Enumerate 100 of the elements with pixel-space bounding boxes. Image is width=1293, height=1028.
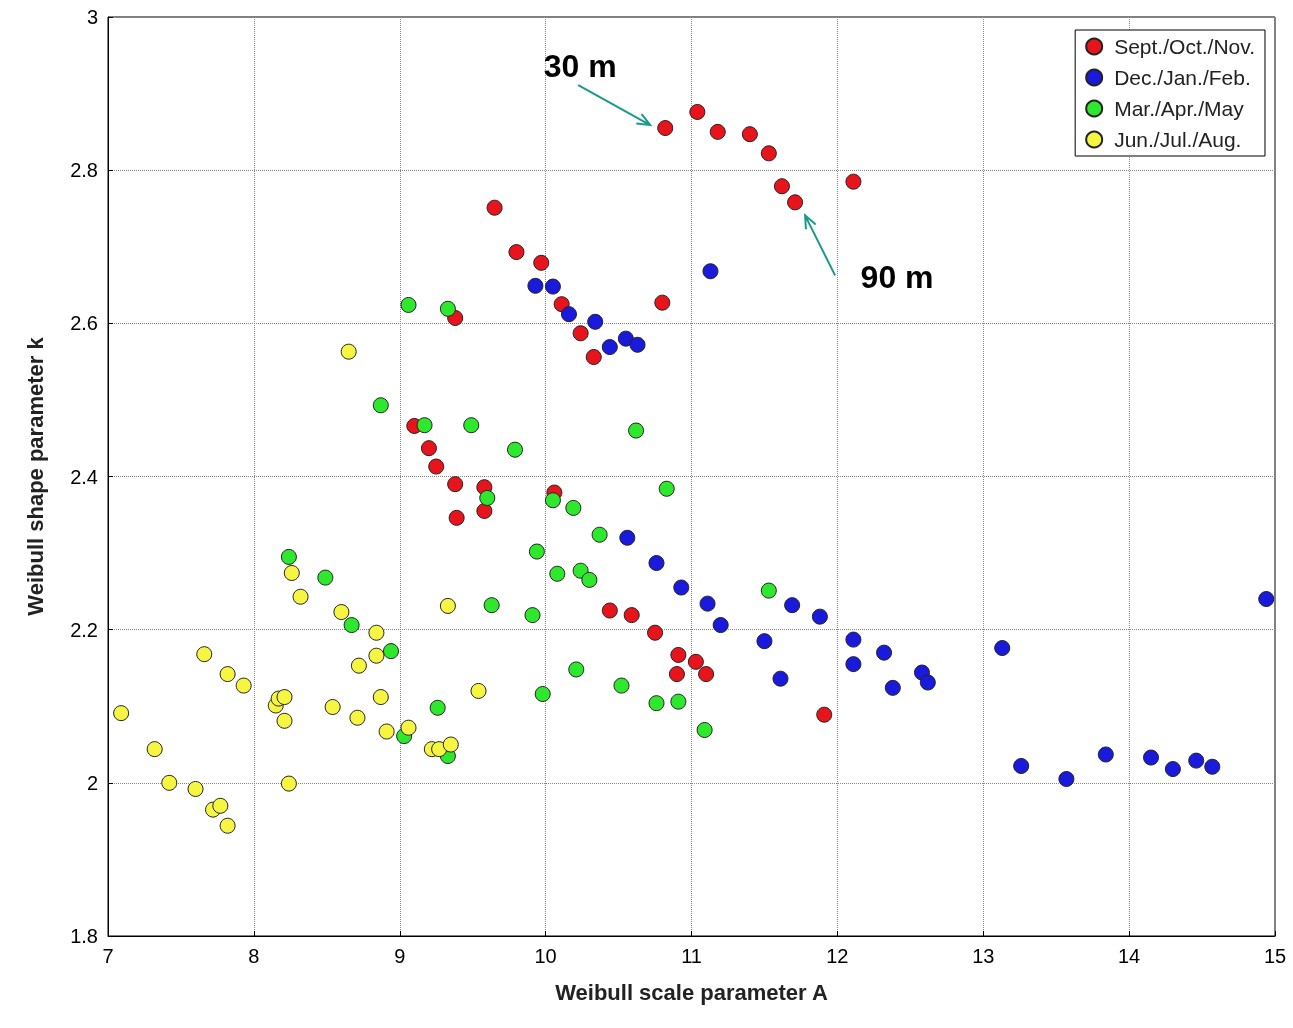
- point: [544, 492, 561, 509]
- point: [476, 502, 493, 519]
- point: [1058, 771, 1075, 787]
- point: [845, 173, 862, 190]
- point: [340, 343, 357, 360]
- point: [544, 278, 561, 295]
- y-tick-label: 2.2: [70, 618, 98, 641]
- point: [572, 562, 589, 579]
- x-tick-label: 8: [248, 945, 260, 967]
- point: [673, 579, 690, 596]
- point: [811, 608, 828, 625]
- point: [658, 480, 675, 497]
- point: [528, 543, 545, 560]
- point: [773, 178, 790, 195]
- point: [696, 721, 713, 738]
- point: [668, 666, 685, 683]
- point: [876, 644, 893, 661]
- point: [187, 780, 204, 797]
- point: [772, 670, 789, 687]
- point: [343, 617, 360, 634]
- point: [507, 441, 523, 458]
- point: [212, 797, 229, 814]
- point: [448, 509, 465, 526]
- x-tick-label: 9: [394, 945, 406, 967]
- x-tick-label: 11: [681, 945, 702, 967]
- point: [654, 294, 671, 311]
- point: [283, 565, 300, 581]
- point: [400, 719, 417, 736]
- point: [219, 817, 236, 834]
- point: [368, 624, 385, 641]
- point: [280, 548, 297, 565]
- point: [372, 689, 389, 706]
- point: [439, 597, 456, 614]
- point: [368, 647, 385, 664]
- point: [565, 499, 582, 516]
- point: [657, 120, 674, 137]
- point: [439, 300, 456, 317]
- legend-label: Dec./Jan./Feb.: [1114, 66, 1251, 89]
- point: [572, 325, 589, 342]
- point: [524, 607, 541, 624]
- point: [429, 699, 446, 716]
- point: [702, 263, 719, 280]
- x-tick-label: 13: [972, 945, 995, 967]
- point: [698, 666, 715, 683]
- x-tick-label: 14: [1118, 945, 1141, 967]
- legend-label: Mar./Apr./May: [1114, 97, 1245, 120]
- y-tick-label: 3: [86, 6, 98, 28]
- point: [400, 296, 417, 313]
- y-tick-label: 2.4: [70, 465, 98, 488]
- point: [585, 349, 602, 366]
- point: [689, 103, 706, 120]
- point: [1143, 749, 1160, 766]
- point: [161, 774, 178, 791]
- y-tick-label: 2: [86, 771, 98, 794]
- point: [619, 529, 636, 546]
- point: [601, 339, 618, 356]
- point: [349, 709, 366, 726]
- y-tick-label: 2.6: [70, 312, 98, 335]
- x-axis-title: Weibull scale parameter A: [555, 979, 828, 1005]
- point: [687, 653, 704, 670]
- point: [623, 607, 640, 624]
- point: [420, 440, 437, 457]
- point: [787, 194, 804, 211]
- point: [276, 689, 293, 706]
- point: [568, 661, 585, 678]
- point: [235, 677, 252, 694]
- point: [486, 199, 503, 216]
- point: [845, 631, 862, 648]
- point: [699, 595, 716, 612]
- point: [1188, 752, 1205, 769]
- point: [483, 597, 500, 614]
- point: [333, 604, 350, 621]
- point: [613, 677, 630, 694]
- point: [219, 666, 236, 683]
- y-tick-label: 1.8: [70, 925, 98, 947]
- point: [670, 646, 687, 663]
- point: [601, 602, 618, 619]
- point: [919, 674, 936, 691]
- annotation: 30 m: [543, 48, 617, 85]
- point: [470, 682, 487, 699]
- point: [760, 582, 777, 599]
- point: [146, 741, 163, 758]
- x-tick-label: 7: [102, 945, 114, 967]
- point: [428, 458, 445, 475]
- point: [709, 123, 726, 140]
- point: [784, 597, 801, 614]
- point: [760, 145, 777, 162]
- point: [670, 693, 687, 710]
- y-tick-label: 2.8: [70, 159, 98, 182]
- point: [280, 775, 297, 792]
- point: [1097, 746, 1114, 763]
- point: [591, 526, 608, 543]
- legend-label: Sept./Oct./Nov.: [1114, 35, 1255, 58]
- point: [1204, 758, 1221, 775]
- x-tick-label: 15: [1263, 945, 1287, 967]
- point: [113, 705, 130, 722]
- point: [1164, 761, 1181, 778]
- point: [884, 679, 901, 696]
- point: [1013, 757, 1030, 774]
- point: [383, 643, 399, 660]
